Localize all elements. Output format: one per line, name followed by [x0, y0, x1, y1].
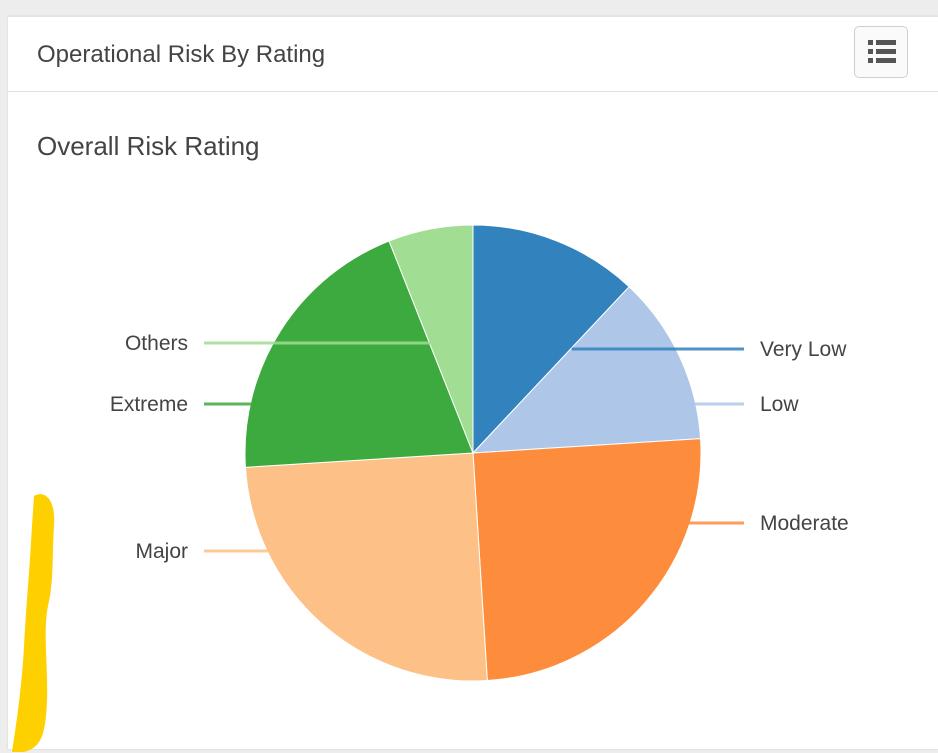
slice-label-very-low: Very Low: [760, 338, 847, 361]
chart-title: Overall Risk Rating: [37, 131, 260, 161]
pie-slice-others[interactable]: [388, 224, 474, 454]
leader-lines: [204, 341, 744, 553]
pie-slices: [244, 224, 702, 682]
pie-slice-low[interactable]: [471, 286, 702, 454]
highlighter-mark: [10, 486, 62, 753]
slice-label-moderate: Moderate: [760, 512, 849, 535]
slice-label-major: Major: [135, 540, 188, 563]
slice-labels: Very Low Low Moderate Major Extreme Others: [110, 332, 849, 563]
pie-slice-very-low[interactable]: [472, 224, 630, 455]
list-icon: [868, 40, 896, 63]
pie-slice-extreme[interactable]: [244, 240, 474, 468]
pie-slice-major[interactable]: [244, 452, 488, 682]
slice-label-extreme: Extreme: [110, 393, 188, 416]
pie-slice-moderate[interactable]: [472, 438, 702, 682]
slice-label-others: Others: [125, 332, 188, 355]
panel-title: Operational Risk By Rating: [37, 41, 326, 68]
panel-header: Operational Risk By Rating: [8, 17, 938, 92]
chart-menu-button[interactable]: [854, 26, 908, 78]
slice-label-low: Low: [760, 393, 799, 416]
